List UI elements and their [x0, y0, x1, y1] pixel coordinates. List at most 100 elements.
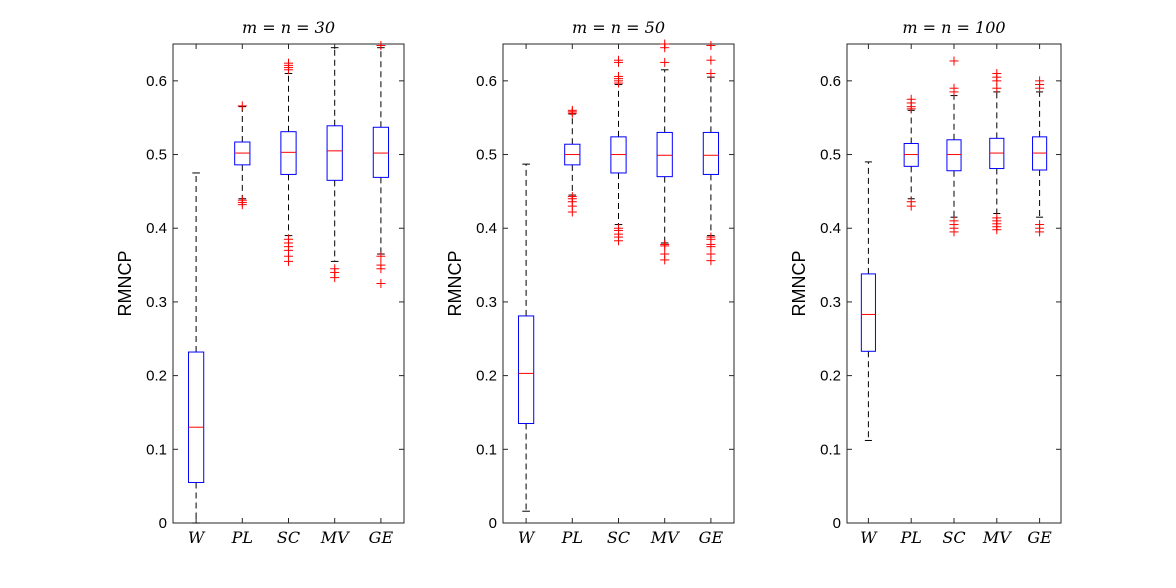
box-PL	[903, 94, 919, 211]
outlier-marker	[706, 55, 716, 65]
y-tick-label: 0.5	[146, 147, 167, 164]
outlier-marker	[706, 232, 716, 242]
outlier-marker	[237, 195, 247, 205]
x-category-label: W	[188, 528, 206, 547]
y-tick-label: 0.4	[820, 220, 841, 237]
box-W	[860, 161, 876, 441]
box-MV	[989, 68, 1005, 235]
y-tick-label: 0.2	[476, 368, 497, 385]
y-tick-label: 0.3	[146, 294, 167, 311]
x-category-label: MV	[650, 528, 680, 547]
y-tick-label: 0.4	[146, 220, 167, 237]
x-category-label: GE	[699, 528, 724, 547]
outlier-marker	[1035, 76, 1045, 86]
box-SC	[946, 56, 962, 237]
x-category-label: PL	[900, 528, 922, 547]
x-category-label: SC	[607, 528, 630, 547]
outlier-marker	[949, 83, 959, 93]
outlier-marker	[949, 216, 959, 226]
iqr-box	[517, 315, 535, 425]
y-tick-label: 0.6	[820, 73, 841, 90]
y-tick-label: 0.5	[820, 147, 841, 164]
outlier-marker	[906, 197, 916, 207]
y-tick-label: 0	[833, 515, 841, 532]
y-tick-label: 0.2	[820, 368, 841, 385]
outlier-marker	[660, 57, 670, 67]
chart-title: m = n = 50	[572, 18, 665, 37]
iqr-box	[187, 351, 205, 483]
outlier-marker	[706, 68, 716, 78]
chart-title: m = n = 100	[902, 18, 1005, 37]
iqr-box	[860, 273, 876, 352]
box-SC	[610, 55, 627, 246]
outlier-marker	[284, 234, 293, 244]
iqr-box	[702, 131, 720, 175]
outlier-marker	[376, 251, 386, 261]
box-PL	[234, 101, 251, 210]
x-category-label: PL	[231, 528, 253, 547]
y-axis-label: RMNCP	[789, 251, 809, 317]
y-tick-label: 0.4	[476, 220, 497, 237]
boxplot-panel-m-n-50: 0 0.1 0.2 0.3 0.4 0.5 0.6 W PL SC MV GE m = n = 50 RM…	[445, 18, 735, 547]
box-W	[187, 172, 205, 524]
x-category-label: MV	[982, 528, 1012, 547]
iqr-box	[372, 126, 390, 178]
x-category-label: GE	[369, 528, 394, 547]
box-GE	[372, 40, 390, 288]
outlier-marker	[949, 56, 959, 66]
outlier-marker	[660, 239, 670, 249]
y-tick-label: 0.6	[476, 73, 497, 90]
x-category-label: PL	[561, 528, 583, 547]
y-axis-label: RMNCP	[445, 251, 465, 317]
y-tick-label: 0.1	[820, 441, 841, 458]
x-category-label: W	[518, 528, 536, 547]
box-MV	[326, 47, 343, 283]
outlier-marker	[376, 260, 386, 270]
outlier-marker	[614, 55, 623, 65]
box-MV	[656, 39, 673, 265]
outlier-marker	[567, 192, 577, 202]
iqr-box	[326, 125, 343, 181]
y-tick-label: 0.6	[146, 73, 167, 90]
iqr-box	[280, 131, 297, 175]
outlier-marker	[614, 223, 623, 233]
x-category-label: GE	[1027, 528, 1052, 547]
y-tick-label: 0	[159, 515, 167, 532]
outlier-marker	[992, 68, 1002, 78]
x-category-label: SC	[942, 528, 965, 547]
box-SC	[280, 58, 297, 266]
outlier-marker	[376, 279, 386, 288]
x-category-label: SC	[277, 528, 300, 547]
outlier-marker	[992, 213, 1002, 223]
outlier-marker	[284, 58, 293, 68]
y-tick-label: 0.3	[820, 294, 841, 311]
outlier-marker	[660, 39, 670, 49]
x-category-label: W	[860, 528, 878, 547]
y-tick-label: 0.5	[476, 147, 497, 164]
y-tick-label: 0.3	[476, 294, 497, 311]
chart-title: m = n = 30	[242, 18, 335, 37]
y-tick-label: 0.1	[476, 441, 497, 458]
outlier-marker	[376, 40, 386, 50]
boxplot-panel-m-n-100: 0 0.1 0.2 0.3 0.4 0.5 0.6 W PL SC MV GE m = n = 100 R…	[789, 18, 1062, 547]
y-tick-label: 0.2	[146, 368, 167, 385]
box-W	[517, 163, 535, 512]
x-category-label: MV	[320, 528, 350, 547]
outlier-marker	[237, 101, 247, 111]
y-tick-label: 0.1	[146, 441, 167, 458]
y-tick-label: 0	[489, 515, 497, 532]
boxplot-panel-m-n-30: 0 0.1 0.2 0.3 0.4 0.5 0.6 W PL SC MV GE m = n = 30 RM…	[115, 18, 405, 547]
outlier-marker	[1035, 220, 1045, 230]
iqr-box	[656, 131, 673, 178]
box-GE	[1032, 76, 1048, 237]
box-PL	[564, 105, 581, 217]
outlier-marker	[660, 249, 670, 259]
outlier-marker	[567, 105, 577, 115]
y-axis-label: RMNCP	[115, 251, 135, 317]
outlier-marker	[330, 264, 340, 274]
outlier-marker	[706, 40, 716, 50]
box-GE	[702, 40, 720, 266]
iqr-box	[946, 139, 962, 172]
outlier-marker	[906, 94, 916, 104]
